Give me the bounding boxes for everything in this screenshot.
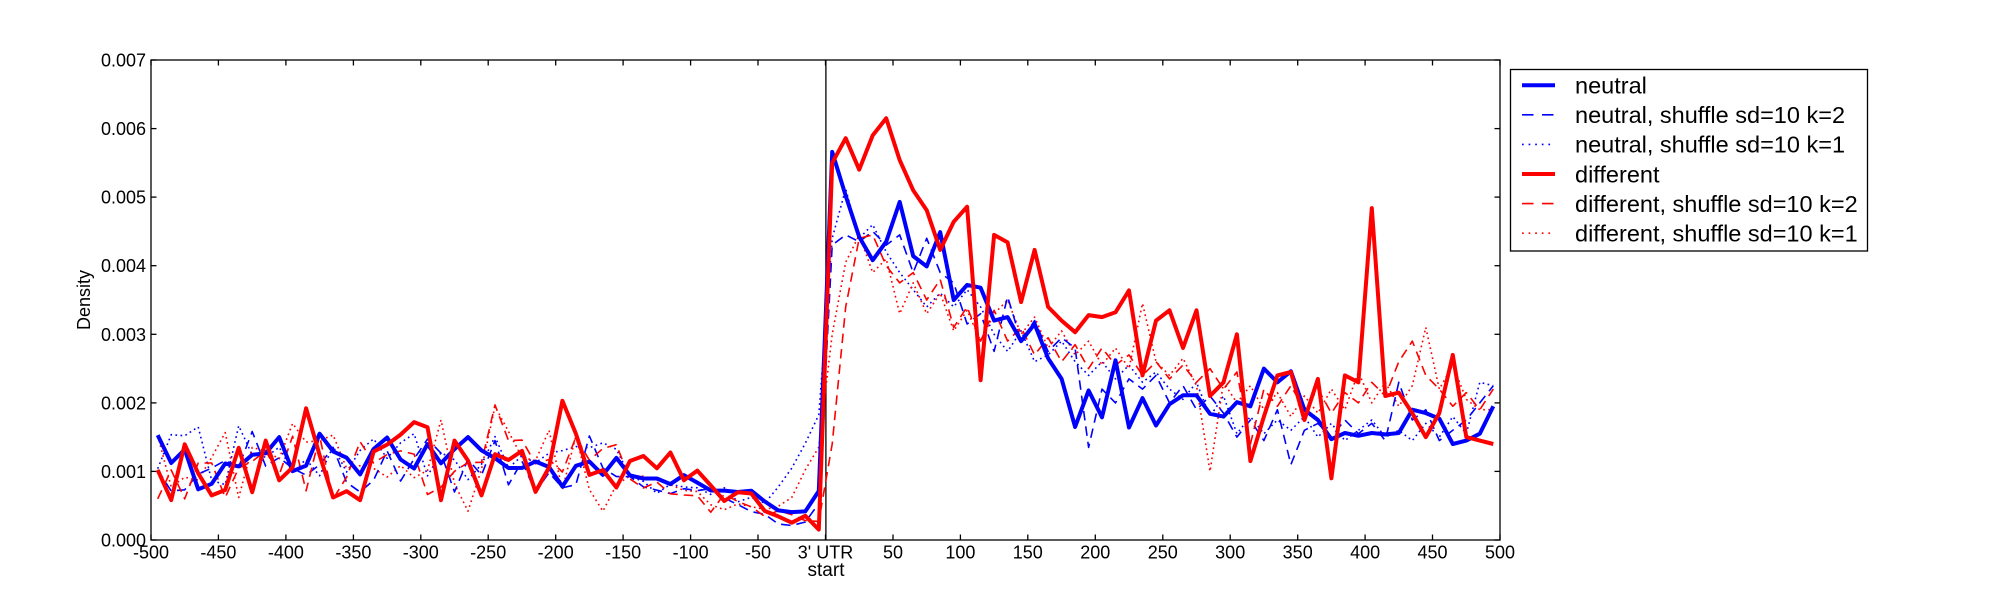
svg-text:0.000: 0.000 [101,531,146,551]
svg-text:0.003: 0.003 [101,325,146,345]
svg-text:-200: -200 [538,543,574,563]
svg-text:-450: -450 [200,543,236,563]
svg-text:300: 300 [1215,543,1245,563]
svg-text:0.005: 0.005 [101,188,146,208]
svg-text:-100: -100 [673,543,709,563]
svg-text:-300: -300 [403,543,439,563]
svg-text:different: different [1575,161,1660,187]
svg-text:-350: -350 [335,543,371,563]
svg-text:400: 400 [1350,543,1380,563]
svg-text:350: 350 [1283,543,1313,563]
svg-text:different, shuffle sd=10 k=1: different, shuffle sd=10 k=1 [1575,221,1858,247]
svg-text:neutral, shuffle sd=10 k=1: neutral, shuffle sd=10 k=1 [1575,132,1845,158]
svg-text:neutral, shuffle sd=10 k=2: neutral, shuffle sd=10 k=2 [1575,102,1845,128]
svg-text:-150: -150 [605,543,641,563]
svg-text:0.006: 0.006 [101,119,146,139]
svg-text:-500: -500 [133,543,169,563]
svg-text:neutral: neutral [1575,73,1647,99]
svg-text:100: 100 [945,543,975,563]
svg-text:-400: -400 [268,543,304,563]
svg-text:250: 250 [1148,543,1178,563]
svg-text:-250: -250 [470,543,506,563]
svg-text:0.002: 0.002 [101,393,146,413]
svg-text:Density: Density [74,270,94,330]
svg-text:0.007: 0.007 [101,51,146,71]
svg-text:start: start [808,560,846,581]
svg-text:3' UTR: 3' UTR [798,543,853,563]
svg-text:50: 50 [883,543,903,563]
svg-text:0.001: 0.001 [101,462,146,482]
svg-text:200: 200 [1080,543,1110,563]
svg-text:different, shuffle sd=10 k=2: different, shuffle sd=10 k=2 [1575,191,1858,217]
svg-text:-50: -50 [745,543,771,563]
svg-text:0.004: 0.004 [101,256,146,276]
svg-text:150: 150 [1013,543,1043,563]
svg-text:450: 450 [1417,543,1447,563]
svg-text:500: 500 [1485,543,1515,563]
